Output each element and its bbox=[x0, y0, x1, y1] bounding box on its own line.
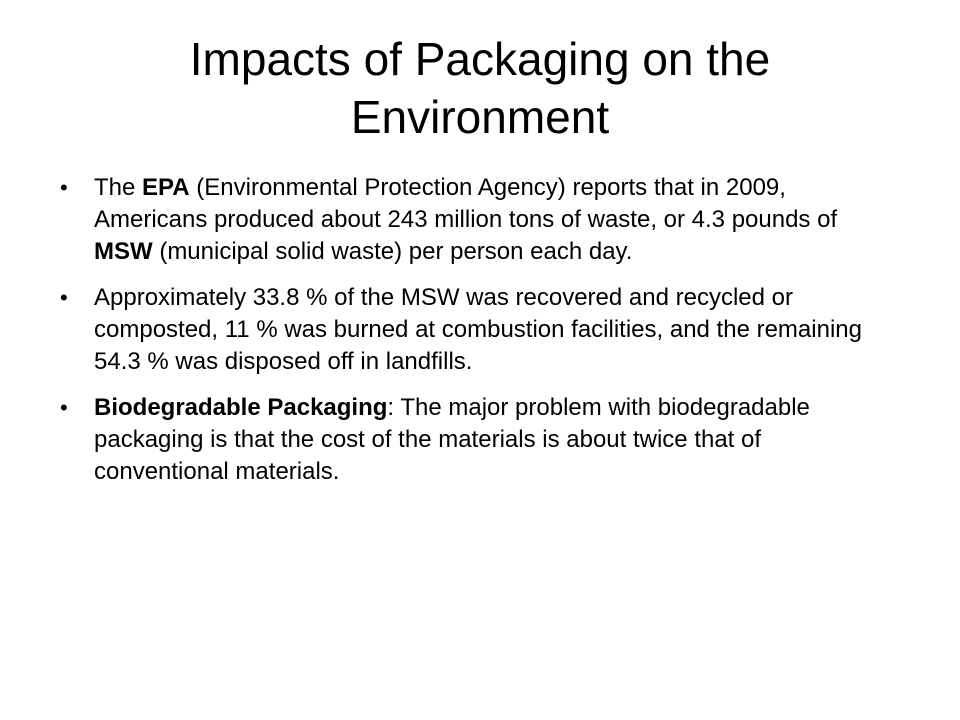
bullet-item-msw-breakdown: • Approximately 33.8 % of the MSW was re… bbox=[60, 282, 870, 378]
bullet-item-biodegradable: • Biodegradable Packaging: The major pro… bbox=[60, 392, 870, 488]
bullet-text: Biodegradable Packaging: The major probl… bbox=[94, 394, 810, 485]
slide-title: Impacts of Packaging on the Environment bbox=[189, 33, 771, 143]
text-run: Approximately 33.8 % of the MSW was reco… bbox=[94, 284, 862, 375]
bullet-text: Approximately 33.8 % of the MSW was reco… bbox=[94, 284, 862, 375]
text-run-bold: EPA bbox=[142, 174, 190, 201]
bullet-icon: • bbox=[60, 285, 68, 310]
text-run: The bbox=[94, 174, 143, 201]
text-run-bold: Biodegradable Packaging bbox=[94, 394, 388, 421]
bullet-text: The EPA (Environmental Protection Agency… bbox=[94, 174, 837, 265]
bullet-item-epa: • The EPA (Environmental Protection Agen… bbox=[60, 172, 870, 268]
bullet-icon: • bbox=[60, 395, 68, 420]
bullet-list: • The EPA (Environmental Protection Agen… bbox=[60, 172, 870, 502]
text-run: (Environmental Protection Agency) report… bbox=[94, 174, 838, 233]
bullet-icon: • bbox=[60, 175, 68, 200]
text-run: (municipal solid waste) per person each … bbox=[152, 238, 633, 265]
text-run-bold: MSW bbox=[94, 238, 153, 265]
text-run: : The major problem with biodegradable p… bbox=[94, 394, 810, 485]
